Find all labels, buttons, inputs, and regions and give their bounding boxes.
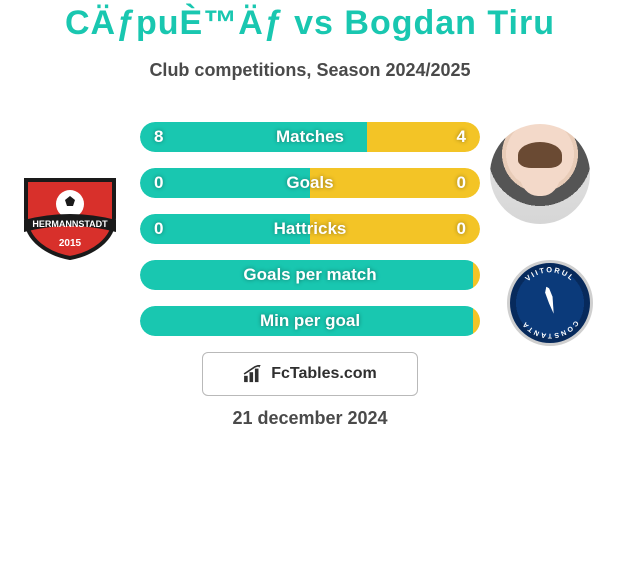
bar-right — [473, 260, 480, 290]
svg-text:VIITORUL: VIITORUL — [523, 265, 577, 283]
date-text: 21 december 2024 — [0, 408, 620, 429]
stat-value-left: 8 — [154, 122, 163, 152]
bar-track — [140, 306, 480, 336]
stat-value-left: 0 — [154, 168, 163, 198]
stat-value-right: 0 — [457, 168, 466, 198]
stat-row: Min per goal — [140, 306, 480, 336]
bar-left — [140, 168, 310, 198]
bar-left — [140, 260, 473, 290]
stat-value-right: 0 — [457, 214, 466, 244]
stat-row: Matches84 — [140, 122, 480, 152]
bar-left — [140, 306, 473, 336]
stat-row: Goals per match — [140, 260, 480, 290]
bar-right — [310, 168, 480, 198]
bar-left — [140, 122, 367, 152]
stat-value-right: 4 — [457, 122, 466, 152]
bar-track — [140, 260, 480, 290]
club-crest-right: VIITORUL CONSTANTA — [500, 260, 600, 346]
bar-chart-icon — [243, 365, 265, 383]
watermark-text: FcTables.com — [271, 365, 377, 383]
bar-right — [310, 214, 480, 244]
crest-banner-text: HERMANNSTADT — [32, 219, 108, 229]
bar-track — [140, 214, 480, 244]
club-crest-left: HERMANNSTADT 2015 — [20, 174, 120, 260]
crest-ring-top: VIITORUL — [523, 265, 577, 283]
crest-year: 2015 — [59, 238, 82, 249]
stats-rows: Matches84Goals00Hattricks00Goals per mat… — [140, 122, 480, 352]
stat-row: Goals00 — [140, 168, 480, 198]
stat-value-left: 0 — [154, 214, 163, 244]
crest-ring-bottom: CONSTANTA — [521, 319, 580, 339]
player-photo-left — [6, 126, 114, 148]
comparison-infographic: CÄƒpuÈ™Äƒ vs Bogdan Tiru Club competitio… — [0, 0, 620, 580]
bar-right — [473, 306, 480, 336]
player-photo-right — [490, 124, 590, 224]
watermark: FcTables.com — [202, 352, 418, 396]
stat-row: Hattricks00 — [140, 214, 480, 244]
crest-disc: VIITORUL CONSTANTA — [507, 260, 593, 346]
svg-text:CONSTANTA: CONSTANTA — [521, 319, 580, 339]
page-subtitle: Club competitions, Season 2024/2025 — [0, 60, 620, 81]
page-title: CÄƒpuÈ™Äƒ vs Bogdan Tiru — [0, 4, 620, 43]
bar-track — [140, 168, 480, 198]
bar-left — [140, 214, 310, 244]
bar-track — [140, 122, 480, 152]
